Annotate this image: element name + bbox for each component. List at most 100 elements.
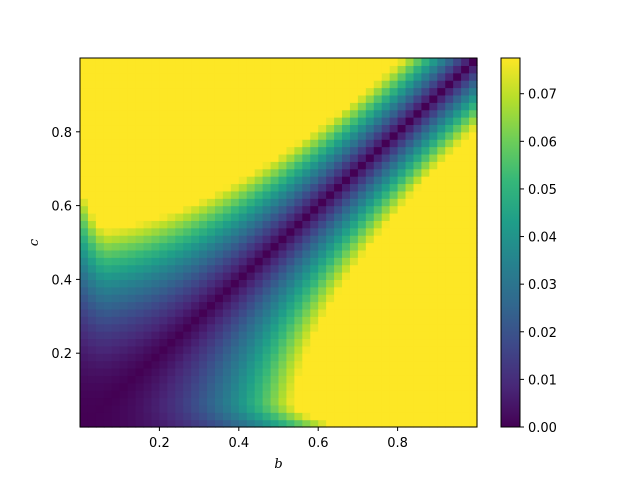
heatmap-cell (469, 227, 478, 236)
heatmap-cell (389, 316, 399, 325)
heatmap-cell (135, 279, 145, 288)
heatmap-cell (421, 117, 430, 126)
heatmap-cell (199, 65, 208, 74)
heatmap-cell (278, 212, 288, 221)
heatmap-cell (246, 117, 256, 126)
heatmap-cell (326, 294, 335, 303)
heatmap-cell (238, 58, 248, 66)
heatmap-cell (326, 242, 335, 251)
heatmap-cell (191, 375, 200, 384)
heatmap-cell (199, 58, 208, 66)
heatmap-cell (262, 242, 272, 251)
heatmap-cell (80, 58, 89, 66)
heatmap-cell (278, 353, 288, 362)
heatmap-cell (421, 58, 430, 66)
heatmap-cell (214, 220, 224, 229)
heatmap-cell (421, 338, 430, 347)
heatmap-cell (413, 257, 423, 266)
heatmap-cell (119, 235, 129, 244)
heatmap-cell (254, 94, 264, 103)
heatmap-cell (469, 360, 478, 369)
heatmap-cell (87, 249, 97, 258)
heatmap-cell (246, 419, 256, 428)
heatmap-cell (310, 124, 319, 133)
heatmap-cell (207, 58, 216, 66)
heatmap-cell (405, 58, 415, 66)
heatmap-cell (453, 257, 462, 266)
heatmap-cell (405, 102, 415, 111)
heatmap-cell (254, 131, 264, 140)
heatmap-cell (207, 279, 216, 288)
heatmap-cell (326, 161, 335, 170)
heatmap-cell (469, 412, 478, 421)
heatmap-cell (111, 190, 121, 199)
heatmap-cell (230, 109, 240, 118)
heatmap-cell (214, 58, 224, 66)
heatmap-cell (357, 382, 367, 391)
heatmap-cell (405, 183, 415, 192)
heatmap-cell (127, 249, 137, 258)
heatmap-cell (191, 338, 200, 347)
heatmap-cell (111, 375, 121, 384)
heatmap-cell (405, 308, 415, 317)
heatmap-cell (318, 131, 327, 140)
heatmap-cell (318, 323, 327, 332)
heatmap-cell (111, 419, 121, 428)
heatmap-cell (453, 205, 462, 214)
heatmap-cell (167, 279, 176, 288)
heatmap-cell (381, 183, 391, 192)
heatmap-cell (357, 272, 367, 280)
heatmap-cell (461, 404, 470, 413)
heatmap-cell (334, 124, 343, 133)
heatmap-cell (143, 412, 153, 421)
heatmap-cell (222, 168, 232, 177)
heatmap-cell (437, 87, 446, 96)
heatmap-cell (159, 153, 168, 162)
heatmap-cell (183, 190, 192, 199)
heatmap-cell (230, 338, 240, 347)
heatmap-cell (127, 227, 137, 236)
heatmap-cell (238, 412, 248, 421)
heatmap-cell (199, 183, 208, 192)
heatmap-cell (310, 183, 319, 192)
heatmap-cell (159, 205, 168, 214)
heatmap-cell (286, 419, 295, 428)
heatmap-cell (326, 279, 335, 288)
heatmap-cell (310, 323, 319, 332)
heatmap-cell (429, 242, 438, 251)
heatmap-cell (349, 205, 359, 214)
heatmap-cell (278, 397, 288, 406)
heatmap-cell (302, 338, 311, 347)
heatmap-cell (262, 323, 272, 332)
heatmap-cell (429, 227, 438, 236)
heatmap-cell (103, 80, 113, 89)
heatmap-cell (286, 279, 295, 288)
heatmap-cell (183, 65, 192, 74)
heatmap-cell (270, 212, 280, 221)
heatmap-cell (238, 65, 248, 74)
heatmap-cell (310, 139, 319, 148)
heatmap-cell (429, 257, 438, 266)
heatmap-cell (127, 131, 137, 140)
heatmap-cell (238, 161, 248, 170)
heatmap-cell (183, 139, 192, 148)
heatmap-cell (445, 65, 454, 74)
heatmap-cell (143, 146, 153, 155)
heatmap-cell (453, 131, 462, 140)
heatmap-cell (342, 168, 351, 177)
heatmap-cell (413, 382, 423, 391)
heatmap-cell (254, 397, 264, 406)
heatmap-cell (389, 102, 399, 111)
heatmap-cell (95, 323, 105, 332)
heatmap-cell (80, 124, 89, 133)
heatmap-cell (405, 235, 415, 244)
heatmap-cell (445, 257, 454, 266)
heatmap-cell (445, 235, 454, 244)
heatmap-cell (262, 198, 272, 207)
heatmap-cell (214, 212, 224, 221)
heatmap-cell (222, 375, 232, 384)
heatmap-cell (302, 257, 311, 266)
heatmap-cell (183, 109, 192, 118)
heatmap-cell (469, 65, 478, 74)
heatmap-cell (334, 87, 343, 96)
